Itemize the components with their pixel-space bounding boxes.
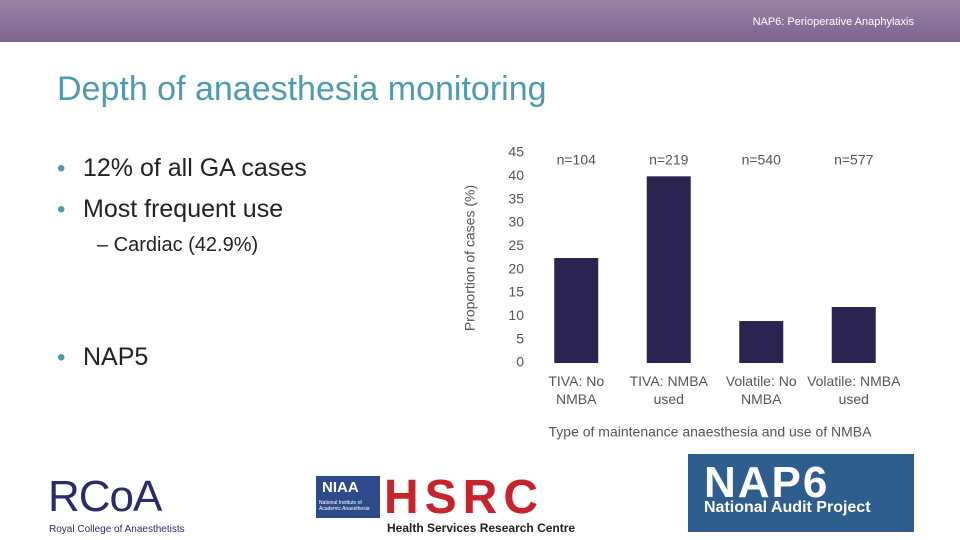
y-tick-label: 25 bbox=[508, 237, 524, 253]
y-tick-label: 5 bbox=[516, 330, 524, 346]
annotation: n=104 bbox=[557, 152, 597, 168]
x-axis-label: Type of maintenance anaesthesia and use … bbox=[549, 424, 873, 440]
niaa-mark: NIAA bbox=[322, 479, 359, 496]
nap6-name: National Audit Project bbox=[704, 499, 871, 516]
niaa-name: National Institute of Academic Anaesthes… bbox=[319, 500, 370, 512]
bar bbox=[554, 258, 599, 363]
y-tick-label: 15 bbox=[508, 284, 524, 300]
annotation: n=577 bbox=[834, 152, 874, 168]
bar bbox=[646, 176, 691, 363]
y-axis-label: Proportion of cases (%) bbox=[462, 185, 478, 331]
rcoa-mark: RCoA bbox=[48, 472, 162, 521]
x-tick-label: TIVA: NMBA used bbox=[629, 373, 708, 407]
sub-bullet: – Cardiac (42.9%) bbox=[97, 234, 259, 256]
slide-title: Depth of anaesthesia monitoring bbox=[57, 70, 547, 108]
y-tick-label: 35 bbox=[508, 190, 524, 206]
hsrc-name: Health Services Research Centre bbox=[387, 521, 576, 535]
x-tick-label: Volatile: No NMBA bbox=[725, 373, 797, 407]
bar bbox=[739, 321, 784, 363]
bullet: 12% of all GA cases bbox=[83, 154, 307, 182]
bullet-dot: • bbox=[57, 196, 66, 223]
y-tick-label: 30 bbox=[508, 214, 524, 230]
niaa-box bbox=[316, 476, 380, 518]
nap6-mark: NAP6 bbox=[704, 458, 830, 507]
annotation: n=219 bbox=[649, 152, 689, 168]
bullet: NAP5 bbox=[83, 343, 149, 371]
header-text: NAP6: Perioperative Anaphylaxis bbox=[752, 16, 914, 28]
y-tick-label: 10 bbox=[508, 307, 524, 323]
x-tick-label: TIVA: No NMBA bbox=[548, 373, 605, 407]
x-tick-label: Volatile: NMBA used bbox=[807, 373, 901, 407]
y-tick-label: 20 bbox=[508, 260, 524, 276]
bullet: Most frequent use bbox=[83, 195, 284, 223]
header-band bbox=[0, 0, 960, 42]
hsrc-mark: HSRC bbox=[384, 471, 545, 524]
y-tick-label: 40 bbox=[508, 167, 524, 183]
bullet-dot: • bbox=[57, 344, 66, 371]
y-tick-label: 45 bbox=[508, 144, 524, 160]
rcoa-name: Royal College of Anaesthetists bbox=[49, 524, 185, 535]
bar bbox=[831, 307, 876, 363]
annotation: n=540 bbox=[742, 152, 782, 168]
y-tick-label: 0 bbox=[516, 354, 524, 370]
nap6-box bbox=[688, 454, 914, 532]
bullet-dot: • bbox=[57, 155, 66, 182]
